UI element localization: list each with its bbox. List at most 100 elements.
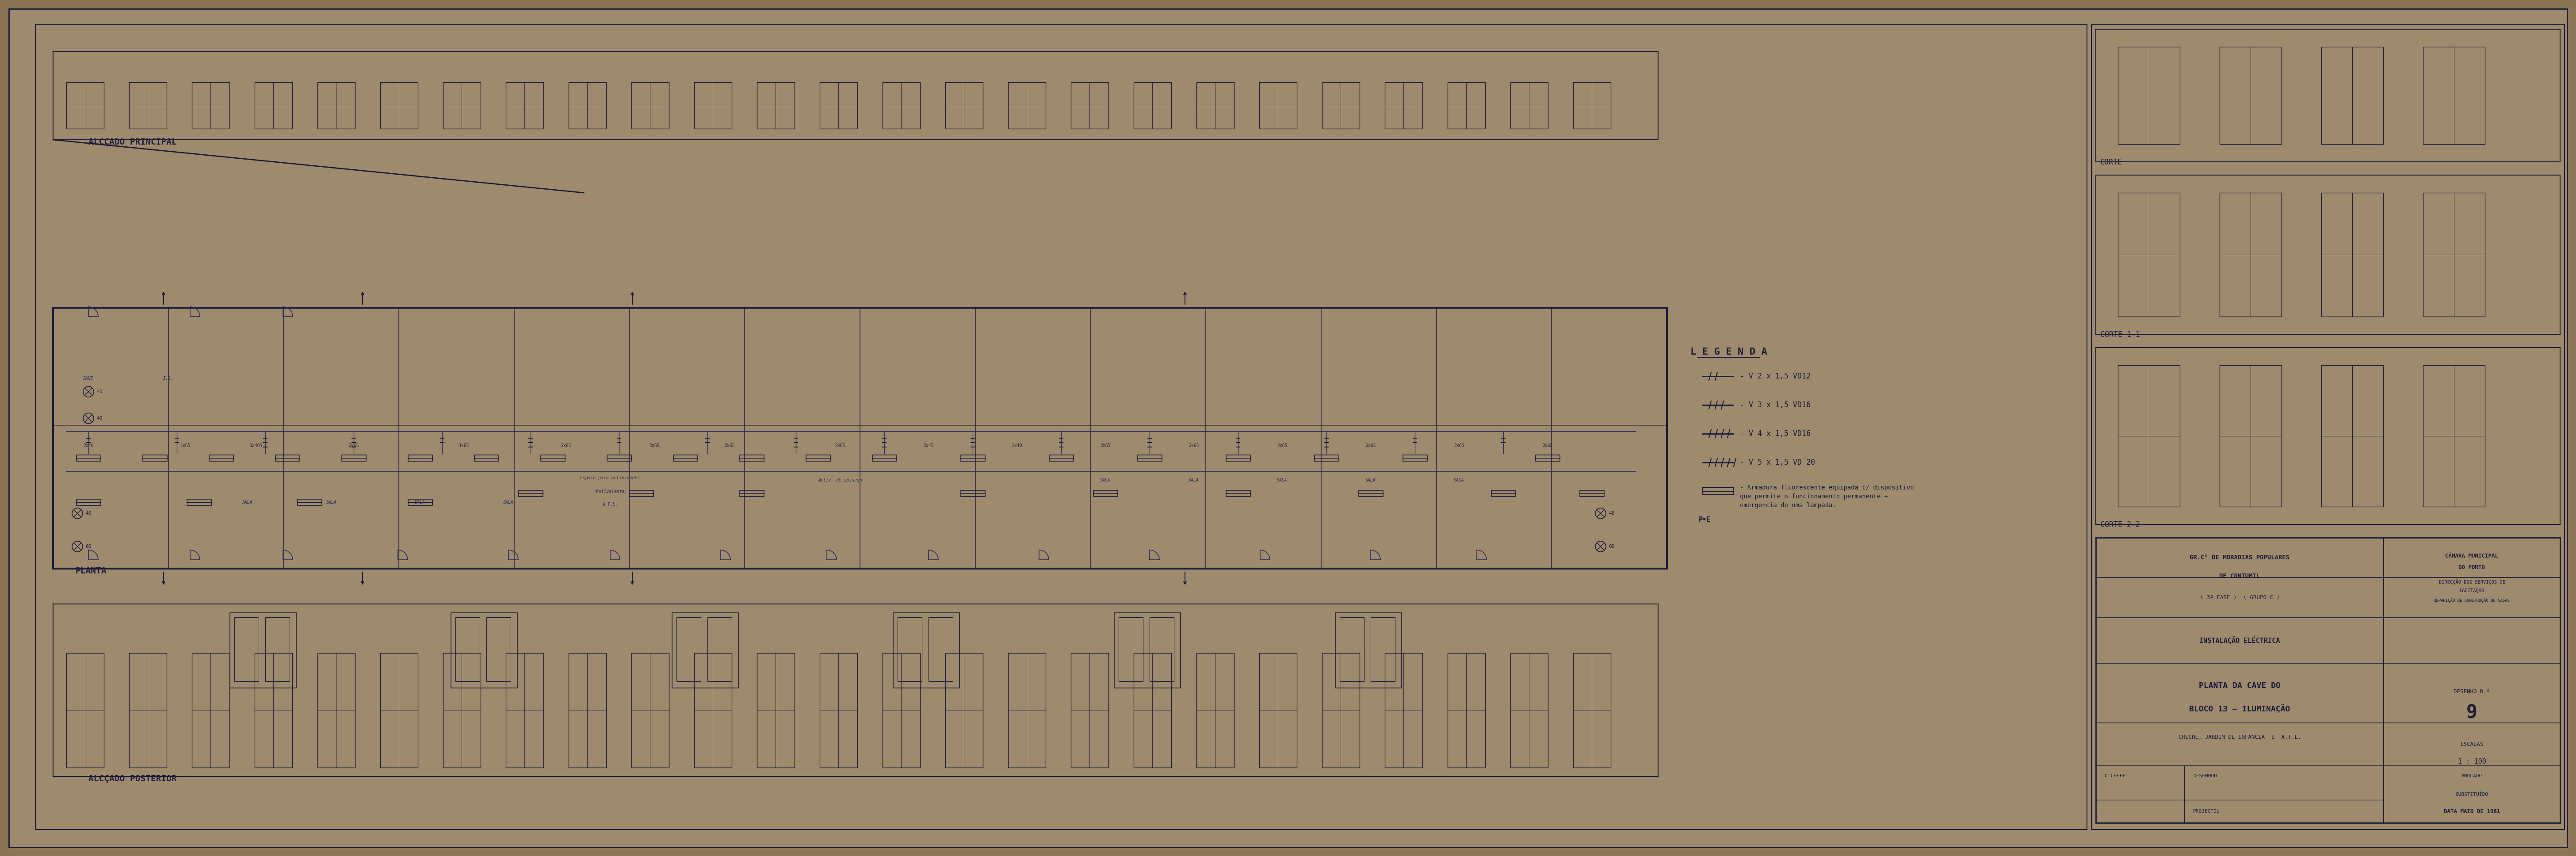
Bar xyxy=(1007,653,1046,768)
Text: SALA: SALA xyxy=(1278,478,1288,483)
Bar xyxy=(474,455,500,461)
Bar xyxy=(77,455,100,461)
Bar xyxy=(1007,82,1046,128)
Bar xyxy=(1370,617,1396,681)
Text: ESCALAS: ESCALAS xyxy=(2460,741,2483,747)
Bar xyxy=(631,82,670,128)
Bar xyxy=(873,455,896,461)
Bar xyxy=(1118,617,1144,681)
Text: 60: 60 xyxy=(1607,544,1615,549)
Bar xyxy=(381,653,417,768)
Bar xyxy=(1386,653,1422,768)
Bar xyxy=(505,653,544,768)
Bar xyxy=(518,490,544,496)
Bar xyxy=(188,499,211,505)
Bar xyxy=(1321,82,1360,128)
Bar xyxy=(806,455,829,461)
Bar xyxy=(1260,653,1296,768)
Text: P•E: P•E xyxy=(1698,517,1710,523)
Bar xyxy=(407,455,433,461)
Text: emergencia de uma lampada.: emergencia de uma lampada. xyxy=(1739,502,1837,508)
Bar xyxy=(961,455,984,461)
Bar xyxy=(54,308,1667,568)
Text: 40: 40 xyxy=(1607,511,1615,515)
Bar xyxy=(77,499,100,505)
Bar xyxy=(1072,653,1108,768)
Bar xyxy=(961,490,984,496)
Bar xyxy=(1314,455,1340,461)
Text: Activ. de sossego: Activ. de sossego xyxy=(819,478,863,483)
Bar xyxy=(2424,47,2486,144)
Bar xyxy=(407,499,433,505)
Bar xyxy=(2097,348,2561,525)
Text: - Armadura fluorescente equipada c/ dispositivo: - Armadura fluorescente equipada c/ disp… xyxy=(1739,484,1914,490)
Bar xyxy=(505,82,544,128)
Text: DO PORTO: DO PORTO xyxy=(2458,565,2486,570)
Bar xyxy=(451,613,518,688)
Bar xyxy=(1574,653,1610,768)
Text: 2x40: 2x40 xyxy=(1012,443,1023,448)
Text: 40: 40 xyxy=(95,389,103,394)
Text: 1 : 100: 1 : 100 xyxy=(2458,758,2486,765)
Text: 2x65: 2x65 xyxy=(1188,443,1198,448)
Bar xyxy=(1510,82,1548,128)
Text: 1x40S: 1x40S xyxy=(250,443,263,448)
Text: PROJECTOU: PROJECTOU xyxy=(2192,809,2221,814)
Text: 2x65: 2x65 xyxy=(348,443,358,448)
Text: CORTE: CORTE xyxy=(2099,158,2123,166)
Text: PLANTA: PLANTA xyxy=(75,567,106,575)
Bar xyxy=(255,653,291,768)
Bar xyxy=(487,617,510,681)
Bar xyxy=(1574,82,1610,128)
Bar xyxy=(54,51,1659,140)
Bar xyxy=(2117,47,2179,144)
Bar xyxy=(945,82,984,128)
Bar xyxy=(456,617,479,681)
Text: SALA: SALA xyxy=(242,500,252,504)
Bar xyxy=(1448,82,1486,128)
Text: ALCÇADO PRINCIPAL: ALCÇADO PRINCIPAL xyxy=(88,138,178,146)
Bar xyxy=(276,455,299,461)
Text: L E G E N D A: L E G E N D A xyxy=(1690,348,1767,356)
Text: 2x65: 2x65 xyxy=(562,443,572,448)
Bar xyxy=(381,82,417,128)
Text: ANULADO: ANULADO xyxy=(2463,774,2483,778)
Text: 2x65: 2x65 xyxy=(1100,443,1110,448)
Text: 2x40: 2x40 xyxy=(82,443,93,448)
Bar xyxy=(255,82,291,128)
Text: DATA MAIO DE 1981: DATA MAIO DE 1981 xyxy=(2445,809,2501,814)
Bar xyxy=(884,82,920,128)
Text: - V 2 x 1,5 VD12: - V 2 x 1,5 VD12 xyxy=(1739,372,1811,380)
Text: SALA: SALA xyxy=(1365,478,1376,483)
Bar xyxy=(708,617,732,681)
Bar xyxy=(1133,82,1172,128)
Text: REPARIÇÃO DE CONSTRUÇÃO DE CASAS: REPARIÇÃO DE CONSTRUÇÃO DE CASAS xyxy=(2434,598,2509,603)
Bar xyxy=(677,617,701,681)
Text: (Polivalente): (Polivalente) xyxy=(592,489,626,493)
Text: 2x65: 2x65 xyxy=(1278,443,1288,448)
Text: 2x65: 2x65 xyxy=(1543,443,1553,448)
Bar xyxy=(265,617,289,681)
Bar xyxy=(1115,613,1180,688)
Bar xyxy=(54,604,1659,776)
Bar xyxy=(1139,455,1162,461)
Text: SALA: SALA xyxy=(327,500,337,504)
Bar xyxy=(927,617,953,681)
Text: 2x65: 2x65 xyxy=(1365,443,1376,448)
Text: CORTE 1-1: CORTE 1-1 xyxy=(2099,330,2141,339)
Text: 40: 40 xyxy=(95,416,103,420)
Text: HABITAÇÃO: HABITAÇÃO xyxy=(2460,588,2483,593)
Bar xyxy=(1072,82,1108,128)
Bar xyxy=(2424,193,2486,317)
Bar xyxy=(672,455,698,461)
Text: SUBSTITUÍDO: SUBSTITUÍDO xyxy=(2455,792,2488,797)
Bar xyxy=(1048,455,1074,461)
Text: 2x65: 2x65 xyxy=(835,443,845,448)
Bar xyxy=(1535,455,1558,461)
Bar xyxy=(1448,653,1486,768)
Bar xyxy=(2097,29,2561,162)
Bar xyxy=(894,613,958,688)
Text: SALA: SALA xyxy=(1100,478,1110,483)
Text: - V 4 x 1,5 VD16: - V 4 x 1,5 VD16 xyxy=(1739,430,1811,437)
Bar xyxy=(1133,653,1172,768)
